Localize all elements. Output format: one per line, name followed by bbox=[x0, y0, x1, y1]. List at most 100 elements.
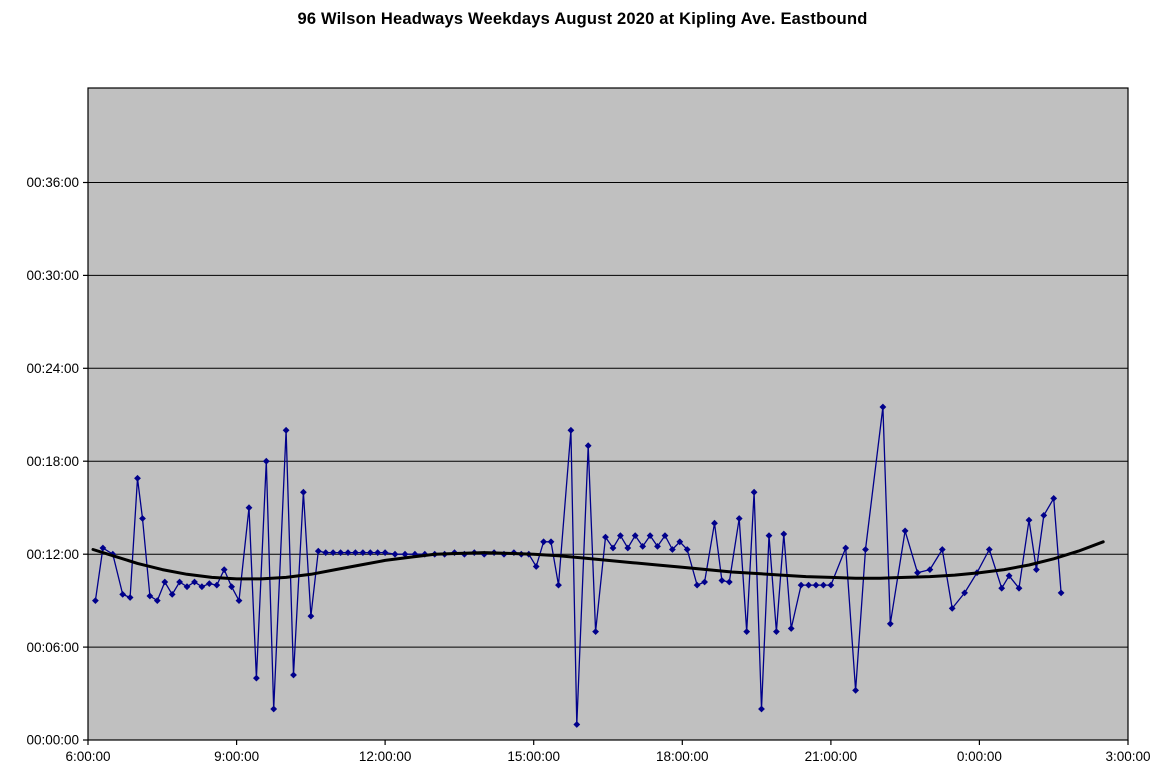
x-axis-label: 6:00:00 bbox=[65, 749, 110, 764]
headway-marker bbox=[228, 583, 235, 591]
x-axis-label: 15:00:00 bbox=[507, 749, 560, 764]
headway-marker bbox=[773, 628, 780, 635]
plot-area bbox=[88, 88, 1128, 740]
headway-marker bbox=[948, 605, 956, 612]
headway-marker bbox=[191, 578, 198, 586]
headway-marker bbox=[592, 628, 599, 635]
headway-marker bbox=[220, 566, 228, 573]
x-axis-label: 9:00:00 bbox=[214, 749, 259, 764]
headway-marker bbox=[765, 532, 773, 539]
headway-marker bbox=[669, 546, 676, 553]
headway-marker bbox=[743, 628, 751, 635]
headway-marker bbox=[1040, 512, 1048, 519]
headway-marker bbox=[926, 566, 934, 573]
y-axis-label: 00:00:00 bbox=[26, 733, 79, 748]
headway-marker bbox=[126, 594, 134, 601]
headway-marker bbox=[1033, 566, 1040, 573]
headway-marker bbox=[235, 597, 243, 604]
headway-marker bbox=[92, 597, 99, 604]
headway-marker bbox=[139, 515, 146, 522]
headway-marker bbox=[270, 705, 278, 713]
headway-marker bbox=[337, 549, 344, 556]
headway-marker bbox=[617, 532, 624, 539]
headway-marker bbox=[812, 581, 820, 589]
headway-marker bbox=[176, 578, 183, 586]
headway-marker bbox=[862, 546, 869, 553]
headway-marker bbox=[886, 620, 894, 628]
headway-marker bbox=[99, 544, 107, 552]
headway-marker bbox=[567, 426, 575, 434]
headway-marker bbox=[1015, 584, 1023, 592]
headway-marker bbox=[901, 527, 909, 535]
headway-marker bbox=[329, 549, 337, 556]
headway-marker bbox=[805, 581, 812, 589]
headway-marker bbox=[532, 563, 540, 570]
headway-marker bbox=[314, 547, 322, 555]
headway-marker bbox=[183, 583, 191, 591]
headway-marker bbox=[693, 581, 701, 589]
headway-marker bbox=[1057, 589, 1065, 597]
headway-marker bbox=[119, 591, 127, 598]
chart-title: 96 Wilson Headways Weekdays August 2020 … bbox=[297, 10, 868, 28]
headway-marker bbox=[985, 546, 993, 553]
y-axis-label: 00:06:00 bbox=[26, 640, 79, 655]
y-axis-label: 00:12:00 bbox=[26, 547, 79, 562]
headway-marker bbox=[1025, 516, 1033, 524]
headway-marker bbox=[998, 584, 1006, 592]
y-axis-label: 00:18:00 bbox=[26, 454, 79, 469]
headway-marker bbox=[366, 549, 374, 556]
headway-marker bbox=[661, 532, 669, 539]
headway-marker bbox=[1005, 572, 1013, 580]
trend-line bbox=[91, 540, 1105, 581]
headway-marker bbox=[205, 580, 213, 587]
headway-marker bbox=[938, 546, 946, 553]
headway-marker bbox=[609, 544, 617, 552]
headway-marker bbox=[852, 687, 859, 694]
headway-marker bbox=[245, 504, 253, 512]
headway-marker bbox=[780, 530, 788, 538]
headway-marker bbox=[1050, 495, 1058, 502]
x-axis-label: 3:00:00 bbox=[1105, 749, 1150, 764]
x-axis-label: 0:00:00 bbox=[957, 749, 1002, 764]
headway-marker bbox=[262, 457, 270, 465]
x-axis-label: 12:00:00 bbox=[359, 749, 412, 764]
headway-marker bbox=[797, 581, 805, 589]
headway-marker bbox=[253, 674, 260, 682]
headway-marker bbox=[631, 532, 639, 539]
headway-marker bbox=[555, 581, 562, 589]
headway-marker bbox=[168, 591, 176, 598]
headway-marker bbox=[602, 533, 609, 541]
headway-marker bbox=[879, 403, 887, 411]
y-axis-label: 00:24:00 bbox=[26, 361, 79, 376]
headway-marker bbox=[701, 578, 708, 586]
headway-marker bbox=[391, 550, 399, 558]
y-axis-label: 00:30:00 bbox=[26, 268, 79, 283]
y-axis-label: 00:36:00 bbox=[26, 175, 79, 190]
plot-border bbox=[87, 87, 1129, 741]
headway-marker bbox=[787, 625, 795, 632]
headway-marker bbox=[646, 532, 654, 539]
headway-marker bbox=[683, 546, 691, 553]
headway-marker bbox=[914, 569, 921, 577]
headway-marker bbox=[344, 549, 352, 556]
headway-marker bbox=[213, 581, 221, 589]
x-axis-label: 18:00:00 bbox=[656, 749, 709, 764]
headway-marker bbox=[584, 442, 592, 450]
x-axis-label: 21:00:00 bbox=[805, 749, 858, 764]
headway-marker bbox=[282, 426, 290, 434]
headway-marker bbox=[961, 589, 968, 597]
headway-marker bbox=[735, 515, 743, 522]
headway-marker bbox=[676, 538, 684, 546]
headway-marker bbox=[401, 550, 409, 558]
headway-marker bbox=[654, 543, 661, 550]
headway-marker bbox=[300, 488, 307, 496]
headway-marker bbox=[540, 538, 547, 546]
headway-series-line bbox=[94, 406, 1062, 726]
headway-marker bbox=[758, 705, 765, 713]
headway-marker bbox=[711, 519, 718, 527]
headway-marker bbox=[359, 549, 367, 556]
headway-marker bbox=[153, 597, 161, 604]
headway-marker bbox=[718, 577, 726, 584]
headway-marker bbox=[374, 549, 382, 556]
